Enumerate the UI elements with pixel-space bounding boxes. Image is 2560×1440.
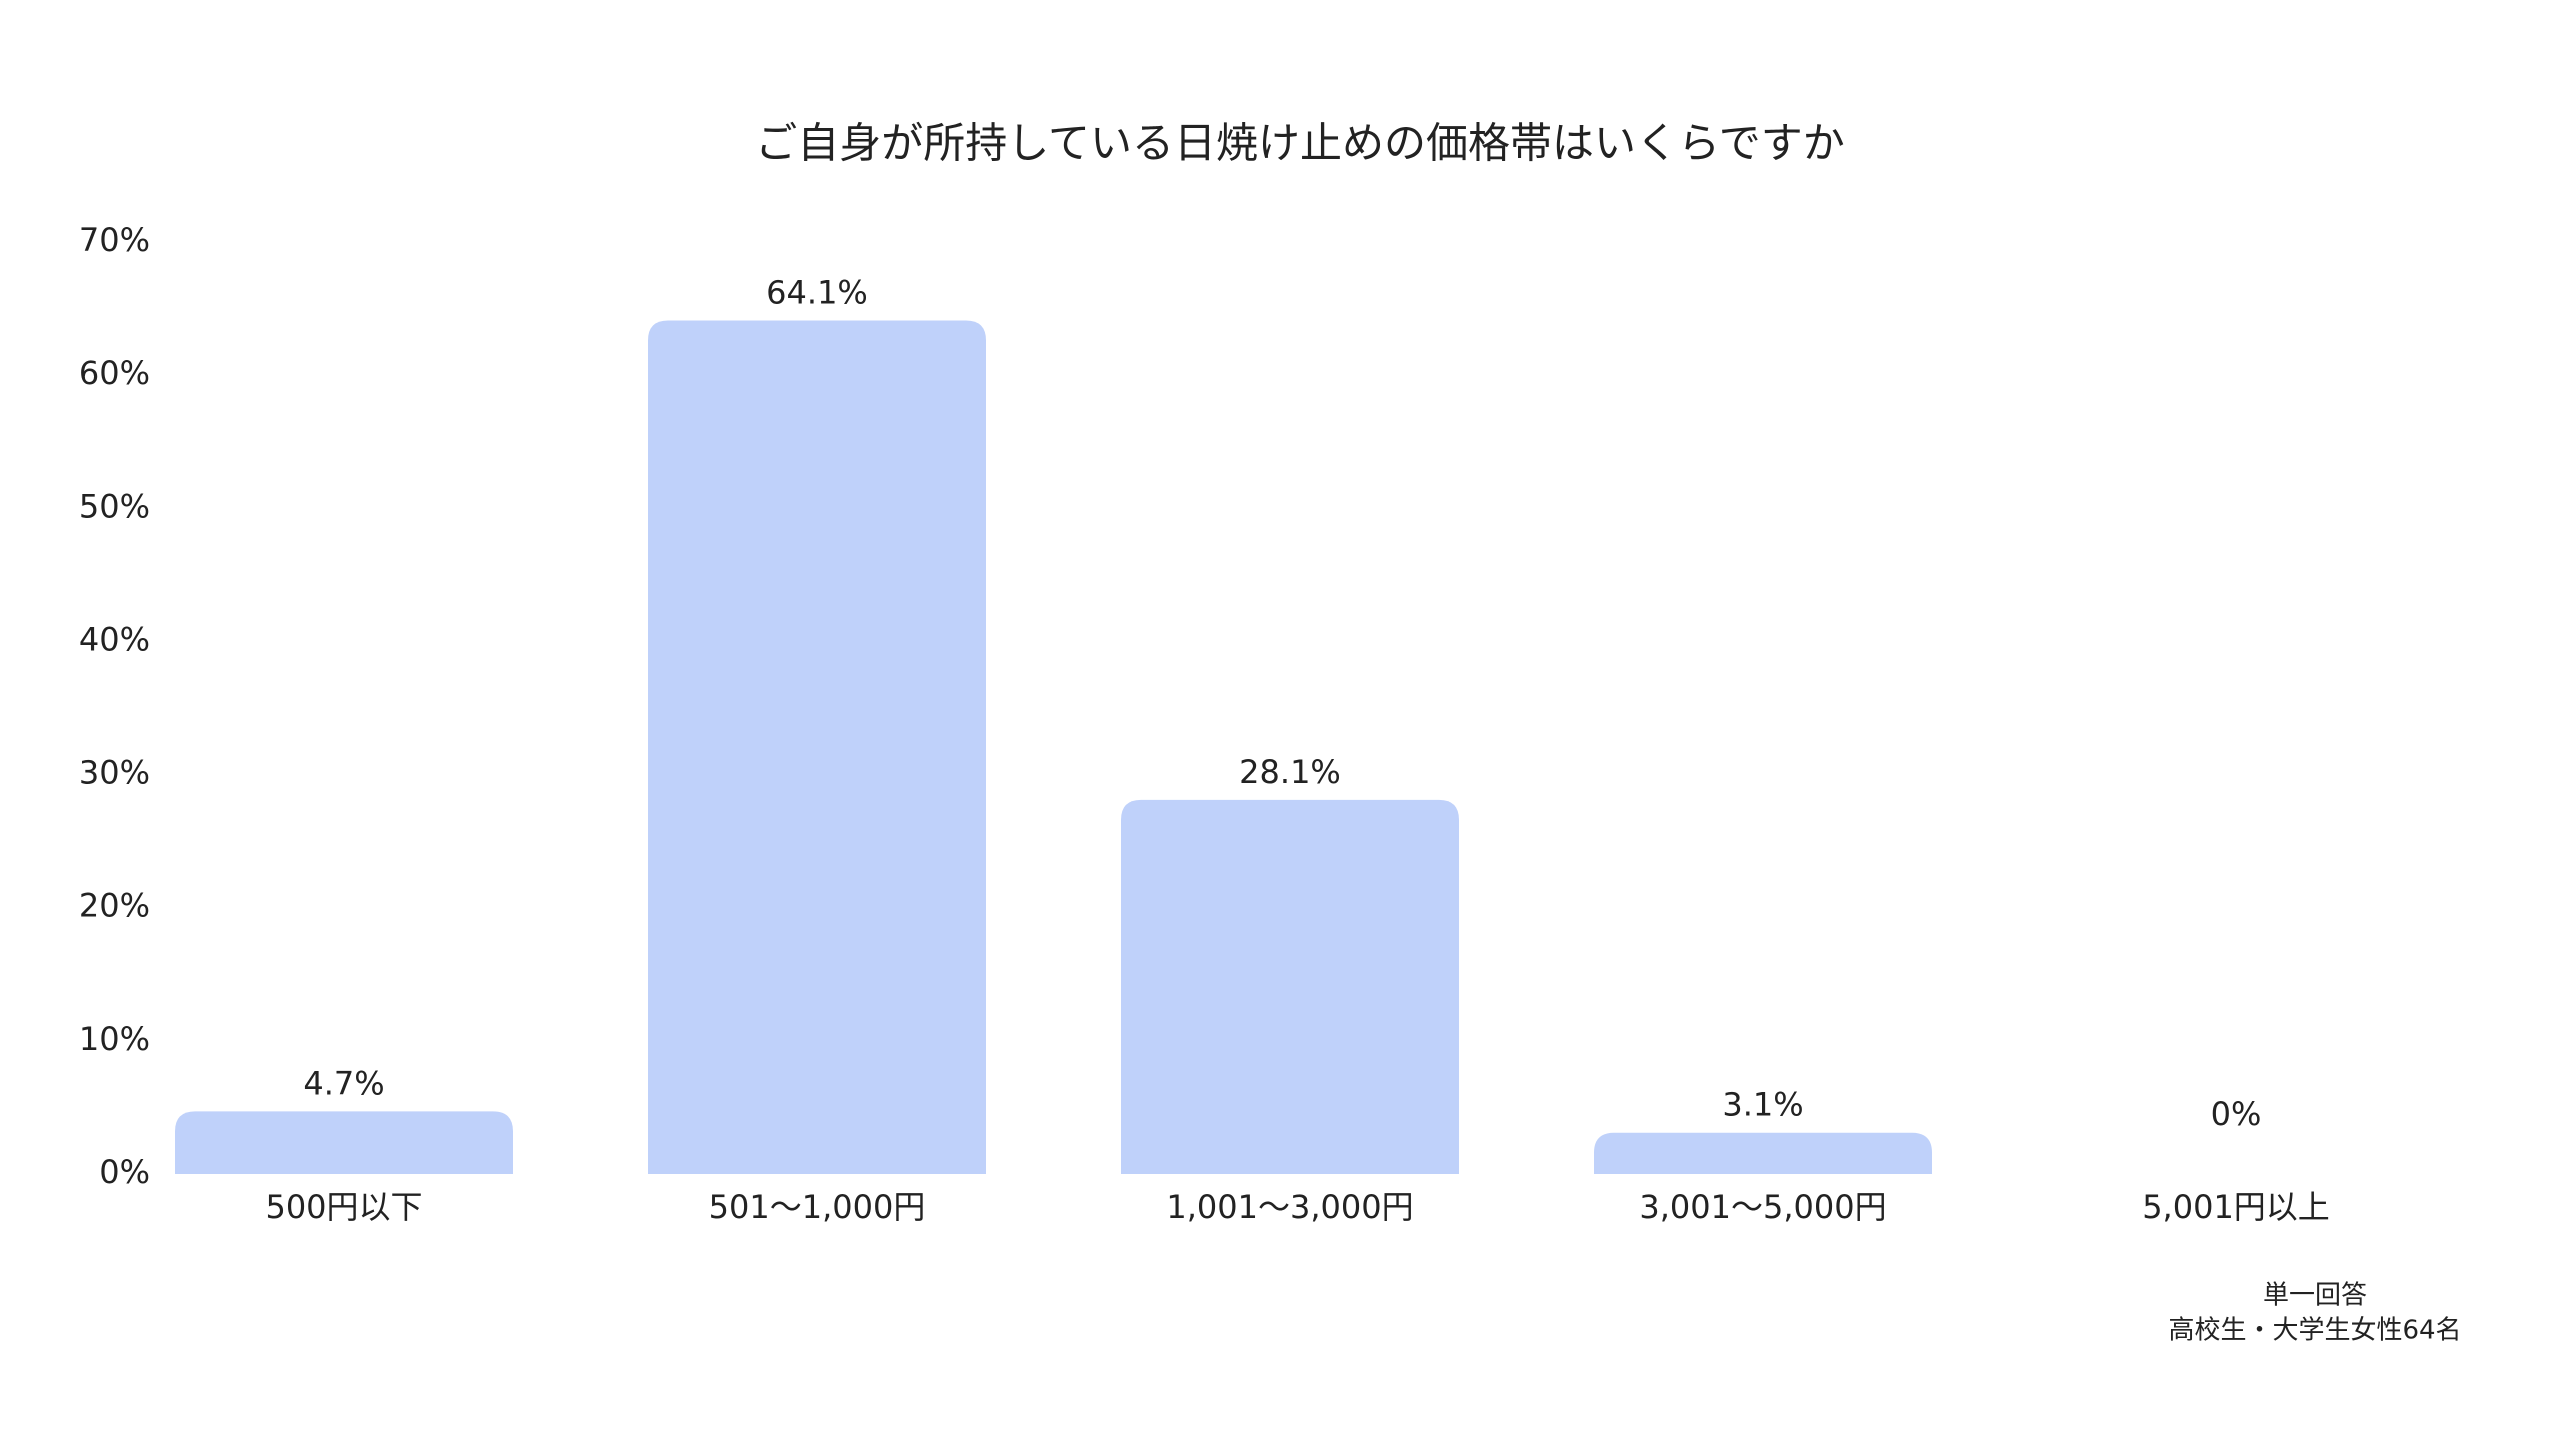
- value-label: 4.7%: [303, 1064, 384, 1102]
- y-tick-label: 30%: [79, 754, 150, 792]
- value-label: 3.1%: [1722, 1086, 1803, 1124]
- value-label: 0%: [2211, 1095, 2262, 1133]
- chart-title: ご自身が所持している日焼け止めの価格帯はいくらですか: [755, 119, 1844, 168]
- x-tick-label: 3,001〜5,000円: [1639, 1188, 1886, 1226]
- bar: [175, 1111, 513, 1174]
- y-tick-label: 0%: [99, 1153, 150, 1191]
- y-tick-label: 20%: [79, 887, 150, 925]
- bar: [1121, 799, 1459, 1174]
- x-tick-label: 500円以下: [265, 1188, 422, 1226]
- y-tick-label: 10%: [79, 1020, 150, 1058]
- x-tick-label: 501〜1,000円: [709, 1188, 926, 1226]
- y-tick-label: 50%: [79, 487, 150, 525]
- value-label: 64.1%: [766, 274, 868, 312]
- annotation: 高校生・大学生女性64名: [2168, 1316, 2461, 1346]
- bar: [1594, 1132, 1932, 1174]
- x-tick-label: 5,001円以上: [2142, 1188, 2330, 1226]
- bar: [648, 320, 986, 1174]
- y-tick-label: 70%: [79, 221, 150, 259]
- y-tick-label: 60%: [79, 354, 150, 392]
- y-tick-label: 40%: [79, 620, 150, 658]
- value-label: 28.1%: [1239, 753, 1341, 791]
- x-tick-label: 1,001〜3,000円: [1166, 1188, 1413, 1226]
- annotation: 単一回答: [2263, 1281, 2367, 1311]
